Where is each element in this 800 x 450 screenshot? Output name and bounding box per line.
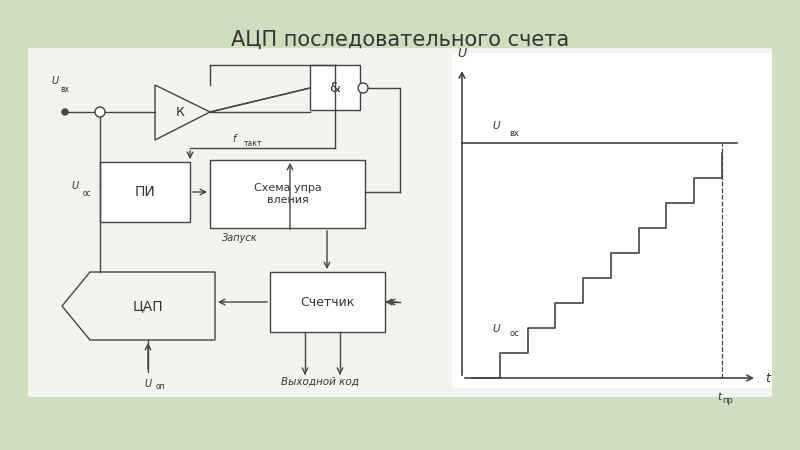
Text: Счетчик: Счетчик — [300, 296, 354, 309]
Text: вх: вх — [509, 129, 519, 138]
Text: $f$: $f$ — [232, 132, 238, 144]
Text: К: К — [175, 105, 185, 118]
FancyBboxPatch shape — [28, 48, 772, 397]
Text: $U$: $U$ — [143, 377, 153, 389]
Text: &: & — [330, 81, 340, 94]
Text: ПИ: ПИ — [134, 185, 155, 199]
Text: ос: ос — [82, 189, 91, 198]
Text: Запуск: Запуск — [222, 233, 258, 243]
Text: t: t — [765, 372, 770, 384]
Bar — [100, 162, 190, 222]
Text: ос: ос — [509, 329, 519, 338]
Text: $U$: $U$ — [70, 179, 79, 191]
Bar — [452, 53, 772, 388]
Text: $U$: $U$ — [492, 119, 502, 131]
Circle shape — [62, 109, 68, 115]
Bar — [270, 272, 385, 332]
Text: $U$: $U$ — [50, 74, 59, 86]
Text: такт: такт — [244, 140, 262, 148]
Bar — [210, 160, 365, 228]
Circle shape — [358, 83, 368, 93]
Bar — [310, 65, 360, 110]
Text: вх: вх — [61, 85, 70, 94]
Text: $t$: $t$ — [717, 390, 723, 402]
Text: U: U — [458, 47, 466, 60]
Circle shape — [95, 107, 105, 117]
Text: оп: оп — [155, 382, 165, 391]
Text: $U$: $U$ — [492, 322, 502, 334]
Text: ЦАП: ЦАП — [133, 299, 163, 313]
Text: Схема упра
вления: Схема упра вления — [254, 183, 322, 205]
Text: АЦП последовательного счета: АЦП последовательного счета — [231, 30, 569, 50]
Text: Выходной код: Выходной код — [281, 377, 359, 387]
Text: пр: пр — [722, 396, 734, 405]
